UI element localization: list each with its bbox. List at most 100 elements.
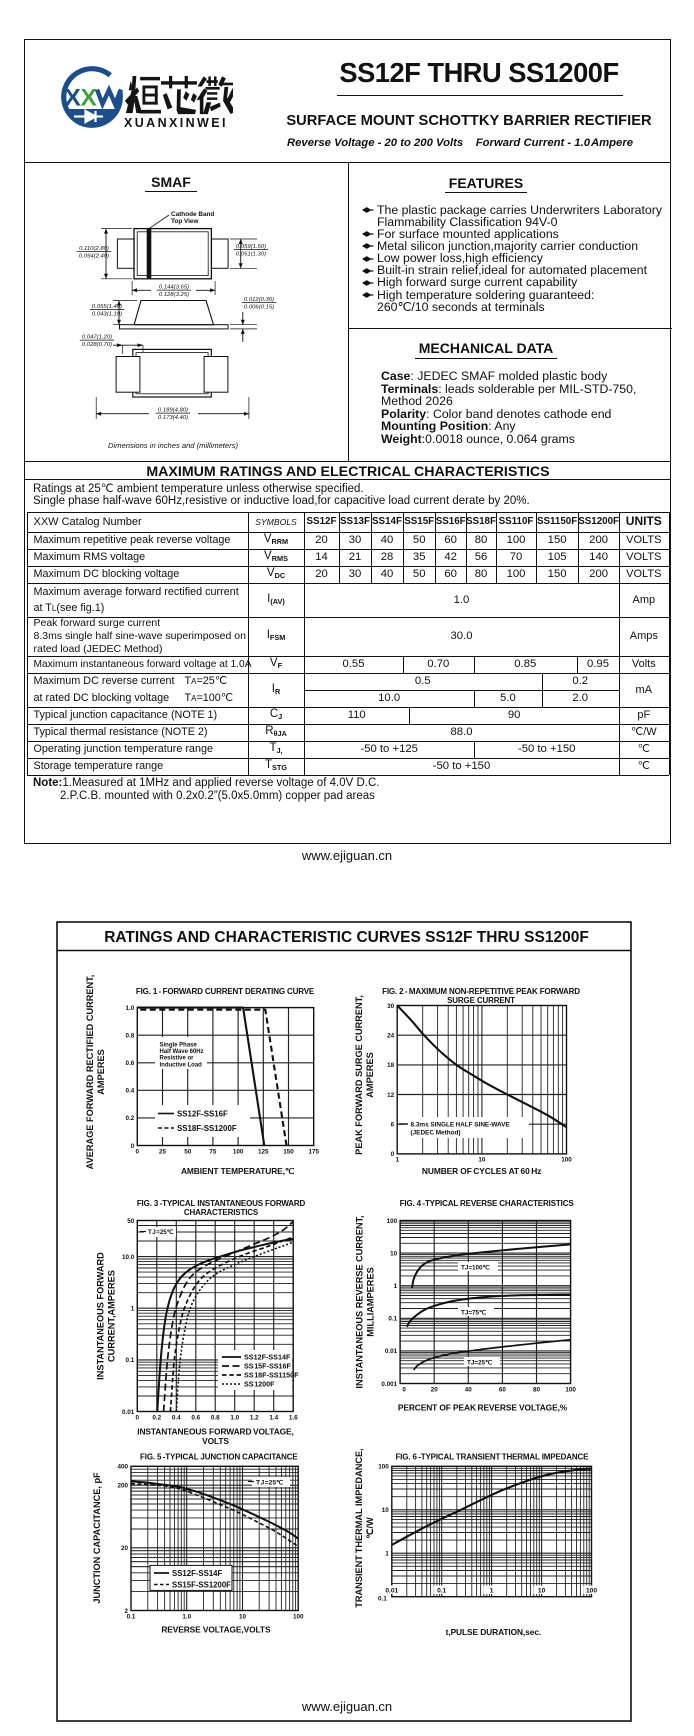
svg-text:SS 15F-SS16F: SS 15F-SS16F: [244, 1362, 292, 1371]
svg-text:Single Phase: Single Phase: [160, 1043, 198, 1049]
svg-text:1: 1: [131, 1306, 135, 1313]
svg-text:1.0: 1.0: [230, 1415, 239, 1422]
svg-text:0.128(3.25): 0.128(3.25): [159, 292, 189, 298]
svg-text:0.01: 0.01: [385, 1348, 398, 1355]
svg-text:INSTANTANEOUS REVERSE CURRENT,: INSTANTANEOUS REVERSE CURRENT,: [355, 1215, 365, 1388]
svg-text:0: 0: [136, 1149, 140, 1156]
svg-text:1.0: 1.0: [182, 1614, 191, 1621]
svg-text:AMPERES: AMPERES: [365, 1052, 375, 1097]
svg-text:0.8: 0.8: [126, 1033, 135, 1040]
svg-text:60: 60: [499, 1387, 507, 1394]
svg-text:SS12F-SS16F: SS12F-SS16F: [177, 1110, 228, 1119]
svg-text:0.059(1.50): 0.059(1.50): [236, 244, 266, 250]
svg-text:TJ=25℃: TJ=25℃: [467, 1360, 492, 1367]
svg-text:10: 10: [382, 1507, 390, 1514]
svg-text:TRANSIENT THERMAL IMPEDANCE,: TRANSIENT THERMAL IMPEDANCE,: [354, 1448, 364, 1607]
svg-text:SS 18F-SS1150F: SS 18F-SS1150F: [244, 1371, 299, 1380]
svg-text:24: 24: [387, 1033, 395, 1040]
svg-text:FIG. 3 -TYPICAL INSTANTANEOUS: FIG. 3 -TYPICAL INSTANTANEOUS FORWARD: [137, 1199, 306, 1208]
svg-text:TJ=75℃: TJ=75℃: [461, 1310, 486, 1317]
svg-text:40: 40: [465, 1387, 473, 1394]
svg-text:FIG. 5 -TYPICAL JUNCTION CAPAC: FIG. 5 -TYPICAL JUNCTION CAPACITANCE: [140, 1453, 298, 1462]
svg-text:Resistive or: Resistive or: [160, 1056, 195, 1062]
svg-text:1.6: 1.6: [289, 1415, 298, 1422]
svg-text:X: X: [65, 85, 82, 112]
svg-text:30: 30: [387, 1003, 395, 1010]
svg-text:Cathode Band: Cathode Band: [171, 211, 214, 218]
svg-text:200: 200: [117, 1483, 128, 1490]
svg-text:0.2: 0.2: [152, 1415, 161, 1422]
svg-text:0.012(0.30): 0.012(0.30): [244, 297, 274, 303]
svg-text:10: 10: [390, 1250, 398, 1257]
svg-text:SURGE CURRENT: SURGE CURRENT: [447, 996, 515, 1005]
svg-text:0.1: 0.1: [127, 1614, 136, 1621]
svg-text:0.01: 0.01: [122, 1409, 135, 1416]
svg-text:RATINGS AND CHARACTERISTIC CUR: RATINGS AND CHARACTERISTIC CURVES SS12F …: [104, 929, 589, 946]
svg-text:CHARACTERISTICS: CHARACTERISTICS: [184, 1208, 259, 1217]
svg-text:0.001: 0.001: [381, 1381, 397, 1388]
svg-text:PERCENT OF PEAK REVERSE VOLTAG: PERCENT OF PEAK REVERSE VOLTAGE,%: [398, 1403, 568, 1413]
svg-text:1: 1: [490, 1588, 494, 1595]
svg-text:PEAK FORWARD SURGE CURRENT,: PEAK FORWARD SURGE CURRENT,: [354, 995, 364, 1155]
svg-text:6: 6: [391, 1122, 395, 1129]
svg-text:SS12F-SS14F: SS12F-SS14F: [244, 1353, 291, 1362]
svg-text:TJ=100℃: TJ=100℃: [461, 1265, 490, 1272]
svg-text:0.2: 0.2: [126, 1115, 135, 1122]
svg-text:8.3ms SINGLE HALF SINE-WAVE: 8.3ms SINGLE HALF SINE-WAVE: [411, 1122, 511, 1129]
svg-text:0.006(0.15): 0.006(0.15): [244, 305, 274, 311]
svg-text:VOLTS: VOLTS: [202, 1436, 229, 1446]
svg-text:0.189(4.80): 0.189(4.80): [158, 408, 188, 414]
svg-text:18: 18: [387, 1062, 395, 1069]
svg-text:NUMBER OF CYCLES AT 60 Hz: NUMBER OF CYCLES AT 60 Hz: [422, 1166, 541, 1176]
svg-text:CURRENT,AMPERES: CURRENT,AMPERES: [107, 1270, 117, 1362]
svg-text:0.173(4.40): 0.173(4.40): [158, 415, 188, 421]
svg-text:FIG. 4 -TYPICAL REVERSE CHARAC: FIG. 4 -TYPICAL REVERSE CHARACTERISTICS: [400, 1199, 575, 1208]
svg-text:80: 80: [533, 1387, 541, 1394]
svg-text:SS18F-SS1200F: SS18F-SS1200F: [177, 1124, 237, 1133]
svg-text:50: 50: [184, 1149, 192, 1156]
svg-text:100: 100: [561, 1157, 572, 1164]
svg-text:10.0: 10.0: [122, 1254, 135, 1261]
svg-text:X: X: [81, 85, 98, 112]
svg-text:125: 125: [258, 1149, 269, 1156]
svg-text:0.051(1.30): 0.051(1.30): [236, 252, 266, 258]
svg-text:AMPERES: AMPERES: [96, 1049, 106, 1094]
svg-text:25: 25: [159, 1149, 167, 1156]
svg-text:100: 100: [565, 1387, 576, 1394]
svg-text:0.6: 0.6: [126, 1060, 135, 1067]
svg-text:0: 0: [391, 1151, 395, 1158]
svg-text:(JEDEC Method): (JEDEC Method): [411, 1130, 461, 1137]
svg-text:1: 1: [395, 1157, 399, 1164]
svg-text:100: 100: [378, 1464, 389, 1471]
svg-text:2: 2: [124, 1608, 128, 1615]
svg-text:INSTANTANEOUS FORWARD VOLTAGE,: INSTANTANEOUS FORWARD VOLTAGE,: [137, 1427, 294, 1437]
svg-text:0.4: 0.4: [126, 1088, 135, 1095]
svg-text:10: 10: [478, 1157, 486, 1164]
svg-text:0: 0: [136, 1415, 140, 1422]
svg-text:T J =25℃: T J =25℃: [256, 1479, 284, 1487]
svg-text:REVERSE VOLTAGE,VOLTS: REVERSE VOLTAGE,VOLTS: [161, 1624, 271, 1634]
svg-text:0.4: 0.4: [172, 1415, 181, 1422]
svg-text:400: 400: [117, 1464, 128, 1471]
svg-text:100: 100: [233, 1149, 244, 1156]
svg-text:100: 100: [293, 1614, 304, 1621]
svg-text:10: 10: [239, 1614, 247, 1621]
svg-text:0.8: 0.8: [211, 1415, 220, 1422]
svg-text:0: 0: [402, 1387, 406, 1394]
svg-text:Dimensions in inches and (mill: Dimensions in inches and (millimeters): [108, 441, 238, 450]
svg-text:1.0: 1.0: [126, 1005, 135, 1012]
svg-text:t,PULSE DURATION,sec.: t,PULSE DURATION,sec.: [446, 1627, 541, 1637]
svg-text:1: 1: [385, 1551, 389, 1558]
svg-text:0.144(3.65): 0.144(3.65): [159, 285, 189, 291]
svg-text:1.4: 1.4: [269, 1415, 278, 1422]
svg-text:0.1: 0.1: [388, 1316, 397, 1323]
svg-text:0.043(1.10): 0.043(1.10): [92, 312, 122, 318]
svg-text:0: 0: [131, 1143, 135, 1150]
svg-text:0.055(1.40): 0.055(1.40): [92, 304, 122, 310]
svg-text:150: 150: [283, 1149, 294, 1156]
svg-text:Top View: Top View: [171, 218, 198, 225]
svg-text:MILLIAMPERES: MILLIAMPERES: [366, 1267, 376, 1336]
svg-text:AMBIENT TEMPERATURE,℃: AMBIENT TEMPERATURE,℃: [181, 1166, 294, 1176]
svg-text:100: 100: [387, 1218, 398, 1225]
svg-text:0.028(0.70): 0.028(0.70): [82, 342, 112, 348]
